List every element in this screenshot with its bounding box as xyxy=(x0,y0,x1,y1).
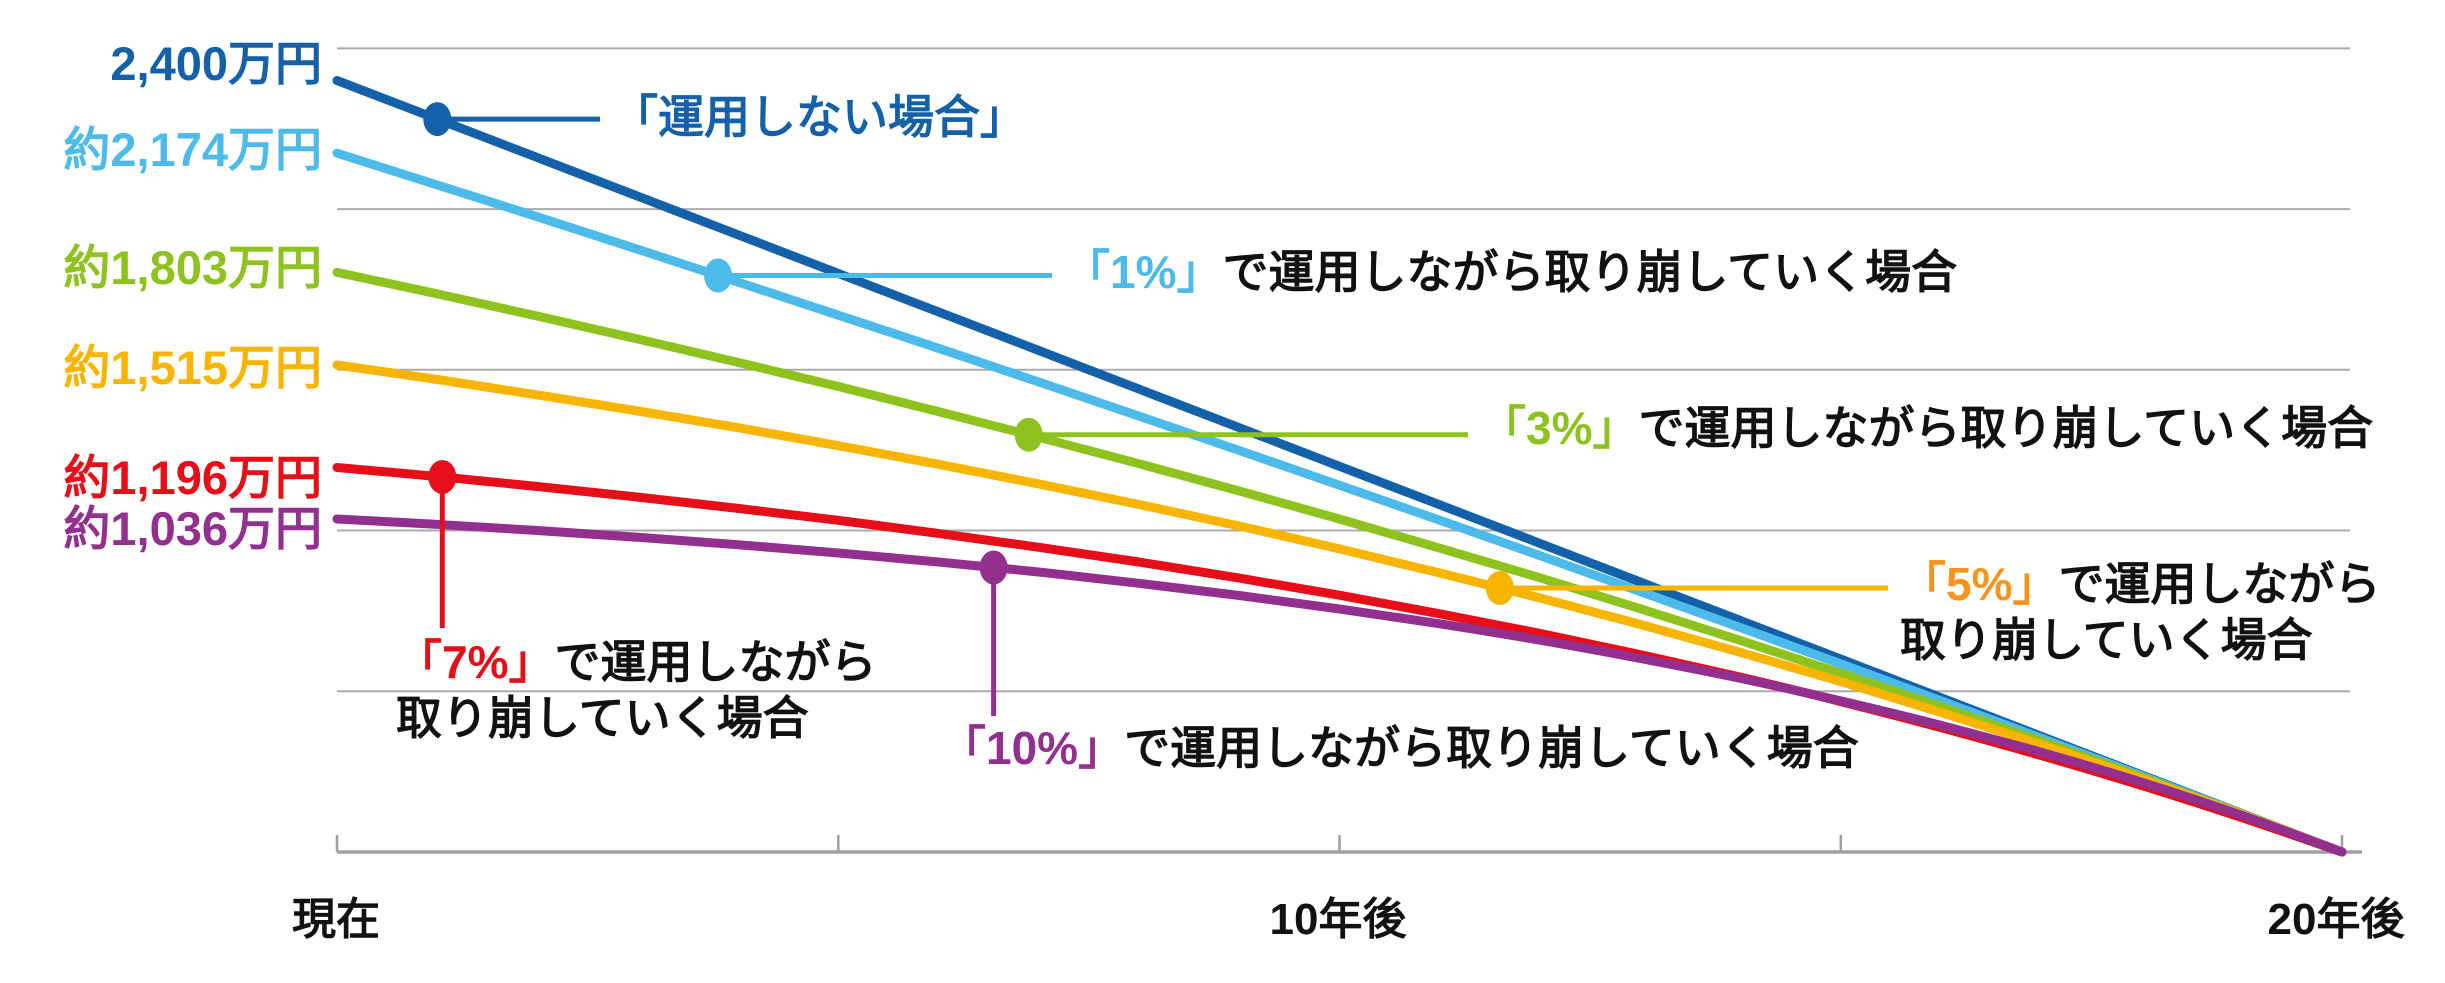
annotation-rate-3pct: 「3%」 xyxy=(1480,402,1639,454)
series-marker-3pct xyxy=(1014,417,1043,452)
annotation-text-5pct: で運用しながら xyxy=(2058,558,2381,610)
series-marker-10pct xyxy=(979,550,1008,585)
series-line-5pct xyxy=(332,360,2347,857)
annotation-1pct: 「1%」で運用しながら取り崩していく場合 xyxy=(1064,244,1957,300)
value-label-3pct: 約1,803万円 xyxy=(63,241,322,294)
annotation-rate-no-investment: 「運用しない場合」 xyxy=(612,91,1026,143)
annotation-text-7pct: で運用しながら xyxy=(554,636,877,688)
value-label-1pct: 約2,174万円 xyxy=(63,123,322,176)
value-label-5pct: 約1,515万円 xyxy=(63,341,322,394)
annotation-text-1pct: で運用しながら取り崩していく場合 xyxy=(1222,246,1958,298)
series-marker-no-investment xyxy=(423,102,452,137)
annotation-rate-10pct: 「10%」 xyxy=(940,722,1125,774)
series-marker-1pct xyxy=(704,258,732,293)
annotation-no-investment: 「運用しない場合」 xyxy=(612,89,1026,145)
annotation-10pct: 「10%」で運用しながら取り崩していく場合 xyxy=(940,720,1859,776)
annotation-text-3pct: で運用しながら取り崩していく場合 xyxy=(1638,402,2374,454)
series-line-10pct xyxy=(332,514,2347,857)
value-label-10pct: 約1,036万円 xyxy=(63,502,322,555)
annotation-rate-7pct: 「7%」 xyxy=(396,636,555,688)
value-label-7pct: 約1,196万円 xyxy=(63,451,322,504)
annotation-rate-5pct: 「5%」 xyxy=(1900,558,2059,610)
annotation-text-5pct-line2: 取り崩していく場合 xyxy=(1900,614,2313,666)
annotation-7pct: 「7%」で運用しながら 取り崩していく場合 xyxy=(396,634,876,746)
annotation-5pct: 「5%」で運用しながら 取り崩していく場合 xyxy=(1900,556,2380,668)
x-label-10-years: 10年後 xyxy=(1269,895,1407,944)
x-label-20-years: 20年後 xyxy=(2267,895,2405,944)
value-label-no-investment: 2,400万円 xyxy=(110,37,322,90)
annotation-rate-1pct: 「1%」 xyxy=(1064,246,1223,298)
annotation-text-7pct-line2: 取り崩していく場合 xyxy=(396,692,809,744)
series-marker-7pct xyxy=(428,460,457,494)
annotation-3pct: 「3%」で運用しながら取り崩していく場合 xyxy=(1480,400,2373,456)
series-marker-5pct xyxy=(1485,571,1514,605)
annotation-text-10pct: で運用しながら取り崩していく場合 xyxy=(1124,722,1859,774)
x-label-now: 現在 xyxy=(292,895,380,944)
